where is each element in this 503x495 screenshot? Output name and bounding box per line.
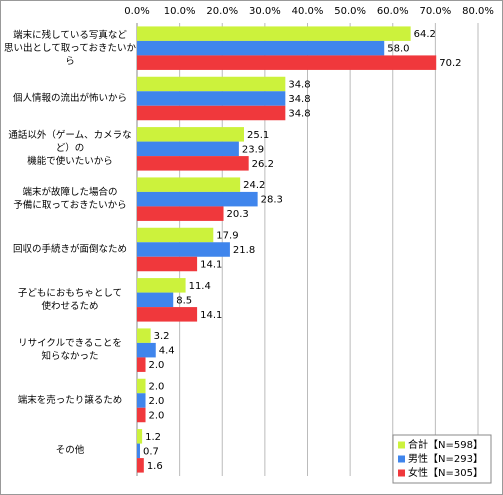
value-label: 2.0 [149, 382, 165, 393]
category-label: 通話以外（ゲーム、カメラなど）の 機能で使いたいから [8, 130, 132, 168]
legend-label: 女性【N=305】 [408, 466, 483, 479]
bar [137, 40, 385, 56]
x-tick-label: 60.0% [377, 6, 409, 17]
category-label: 端末が故障した場合の 予備に取っておきたいから [13, 187, 127, 212]
bar [137, 342, 156, 358]
bar [137, 407, 146, 423]
bar [137, 55, 437, 70]
bar [137, 429, 143, 444]
value-label: 2.0 [149, 396, 165, 407]
category-label: 端末に残している写真など 思い出として取っておきたいから [4, 29, 136, 67]
bar [137, 127, 244, 142]
bar [137, 328, 151, 343]
x-tick-label: 80.0% [462, 6, 494, 17]
bar [137, 393, 146, 408]
bar [137, 191, 258, 207]
value-label: 34.8 [288, 80, 310, 91]
value-label: 17.9 [216, 231, 238, 242]
category-label: リサイクルできることを 知らなかった [18, 338, 122, 363]
bar [137, 177, 241, 192]
category-label: 回収の手続きが面倒なため [12, 244, 127, 255]
value-label: 70.2 [439, 58, 461, 69]
value-label: 14.1 [200, 310, 222, 321]
x-tick-label: 0.0% [124, 6, 149, 17]
bar [137, 256, 198, 272]
x-tick-label: 50.0% [334, 6, 366, 17]
value-label: 34.8 [288, 94, 310, 105]
value-label: 1.6 [147, 461, 163, 472]
x-tick-label: 40.0% [292, 6, 324, 17]
value-label: 2.0 [149, 360, 165, 371]
value-label: 3.2 [154, 331, 170, 342]
bar [137, 105, 286, 121]
bar [137, 156, 249, 171]
value-label: 34.8 [288, 109, 310, 120]
bar [137, 443, 140, 459]
legend-swatch [398, 455, 405, 463]
legend-label: 男性【N=293】 [408, 452, 483, 465]
legend-swatch [398, 469, 405, 477]
bar [137, 242, 230, 257]
bar [137, 141, 239, 157]
value-label: 23.9 [242, 144, 264, 155]
x-tick-label: 70.0% [419, 6, 451, 17]
x-tick-label: 30.0% [249, 6, 281, 17]
value-label: 58.0 [387, 44, 409, 55]
legend-swatch [398, 441, 405, 449]
category-label: 子どもにおもちゃとして 使わせるため [17, 287, 123, 312]
value-label: 11.4 [189, 281, 211, 292]
value-label: 14.1 [200, 260, 222, 271]
bar [137, 26, 411, 41]
value-label: 24.2 [243, 180, 265, 191]
bar [137, 91, 286, 106]
value-label: 21.8 [233, 245, 255, 256]
legend-label: 合計【N=598】 [408, 438, 483, 451]
category-label: その他 [55, 445, 85, 457]
bar [137, 227, 214, 243]
bar [137, 292, 174, 308]
value-label: 2.0 [149, 411, 165, 422]
bar [137, 206, 224, 221]
bar [137, 458, 144, 473]
value-label: 20.3 [227, 209, 249, 220]
value-label: 64.2 [414, 29, 436, 40]
category-label: 端末を売ったり譲るため [17, 395, 123, 406]
value-label: 1.2 [145, 432, 161, 443]
bar [137, 278, 186, 293]
x-tick-label: 20.0% [206, 6, 238, 17]
value-label: 0.7 [143, 446, 159, 457]
value-label: 4.4 [159, 346, 175, 357]
value-label: 25.1 [247, 130, 269, 141]
category-label: 個人情報の流出が怖いから [12, 93, 127, 104]
bar [137, 307, 198, 322]
value-label: 28.3 [261, 195, 283, 206]
bar [137, 378, 146, 394]
value-label: 26.2 [252, 159, 274, 170]
legend-box [392, 434, 492, 484]
value-label: 8.5 [176, 295, 192, 306]
x-tick-label: 10.0% [164, 6, 196, 17]
bar [137, 357, 146, 372]
bar [137, 76, 286, 92]
